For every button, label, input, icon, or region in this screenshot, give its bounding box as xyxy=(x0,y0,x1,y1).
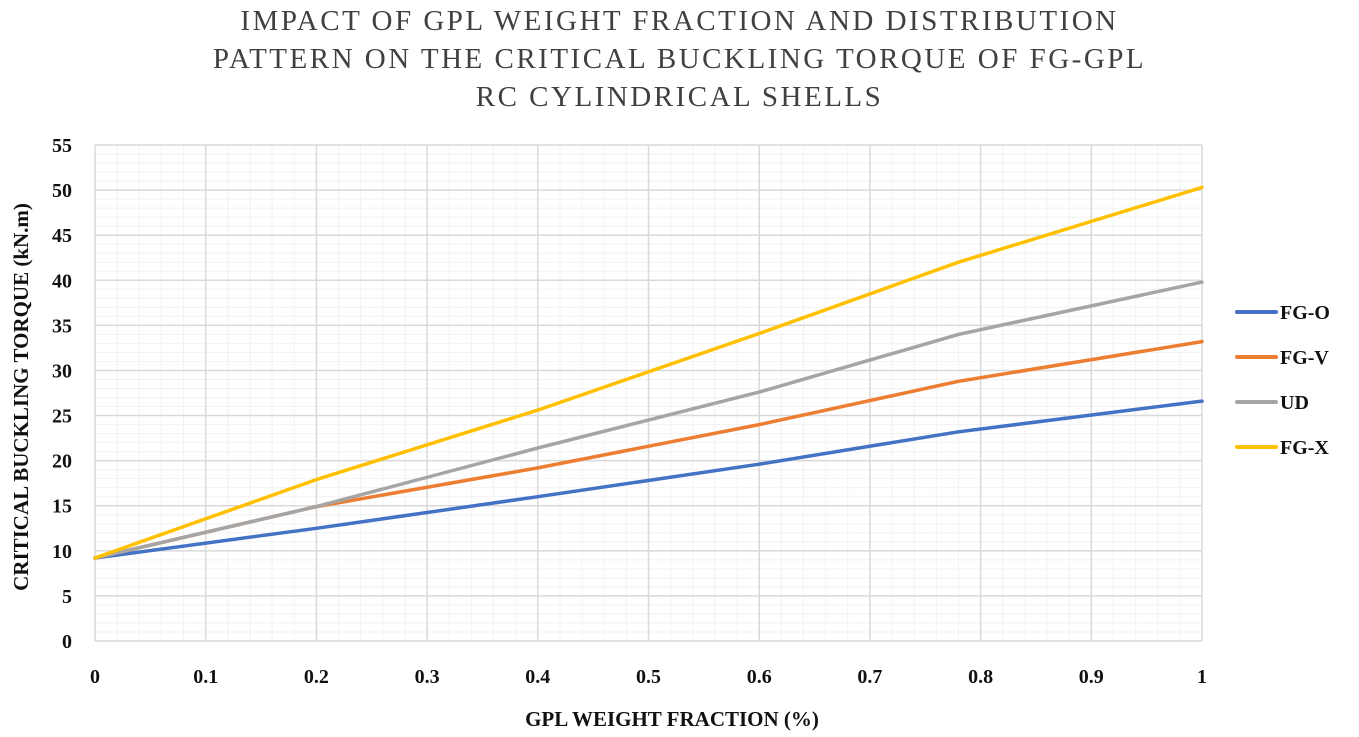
x-tick-label: 0.6 xyxy=(747,666,772,688)
series-line-fg-o xyxy=(93,399,1204,560)
y-tick-label: 35 xyxy=(52,315,72,337)
chart-title-line-2: PATTERN ON THE CRITICAL BUCKLING TORQUE … xyxy=(212,43,1147,75)
y-tick-label: 45 xyxy=(52,225,72,247)
y-tick-label: 15 xyxy=(52,496,72,518)
y-tick-label: 5 xyxy=(62,586,72,608)
y-tick-label: 30 xyxy=(52,360,72,382)
x-tick-label: 0.8 xyxy=(968,666,993,688)
chart-title: IMPACT OF GPL WEIGHT FRACTION AND DISTRI… xyxy=(0,2,1359,116)
x-tick-label: 0.5 xyxy=(636,666,661,688)
major-gridlines xyxy=(94,144,1203,642)
series-line-fg-x xyxy=(93,185,1204,560)
legend: FG-O FG-V UD FG-X xyxy=(1235,302,1330,459)
series-line-ud xyxy=(93,280,1204,560)
x-tick-label: 0.2 xyxy=(304,666,329,688)
x-tick-label: 0.1 xyxy=(193,666,218,688)
x-axis-ticks: 0 0.1 0.2 0.3 0.4 0.5 0.6 0.7 0.8 0.9 1 xyxy=(90,666,1207,688)
y-axis-title: CRITICAL BUCKLING TORQUE (kN.m) xyxy=(9,203,33,591)
x-tick-label: 0.3 xyxy=(415,666,440,688)
y-tick-label: 25 xyxy=(52,406,72,428)
chart-title-line-1: IMPACT OF GPL WEIGHT FRACTION AND DISTRI… xyxy=(240,5,1119,37)
x-tick-label: 0.7 xyxy=(857,666,882,688)
x-tick-label: 1 xyxy=(1197,666,1207,688)
y-tick-label: 55 xyxy=(52,135,72,157)
y-tick-label: 40 xyxy=(52,270,72,292)
x-tick-label: 0 xyxy=(90,666,100,688)
x-tick-label: 0.4 xyxy=(525,666,550,688)
x-axis-title: GPL WEIGHT FRACTION (%) xyxy=(525,707,819,731)
legend-label-fg-o: FG-O xyxy=(1280,302,1330,324)
y-tick-label: 20 xyxy=(52,451,72,473)
y-axis-ticks: 0 5 10 15 20 25 30 35 40 45 50 55 xyxy=(52,135,72,653)
y-tick-label: 10 xyxy=(52,541,72,563)
y-tick-label: 50 xyxy=(52,180,72,202)
x-tick-label: 0.9 xyxy=(1079,666,1104,688)
y-tick-label: 0 xyxy=(62,631,72,653)
series-lines xyxy=(93,185,1204,560)
chart-title-line-3: RC CYLINDRICAL SHELLS xyxy=(475,81,884,113)
legend-label-fg-v: FG-V xyxy=(1280,347,1329,369)
legend-label-fg-x: FG-X xyxy=(1280,437,1329,459)
legend-label-ud: UD xyxy=(1280,392,1309,414)
